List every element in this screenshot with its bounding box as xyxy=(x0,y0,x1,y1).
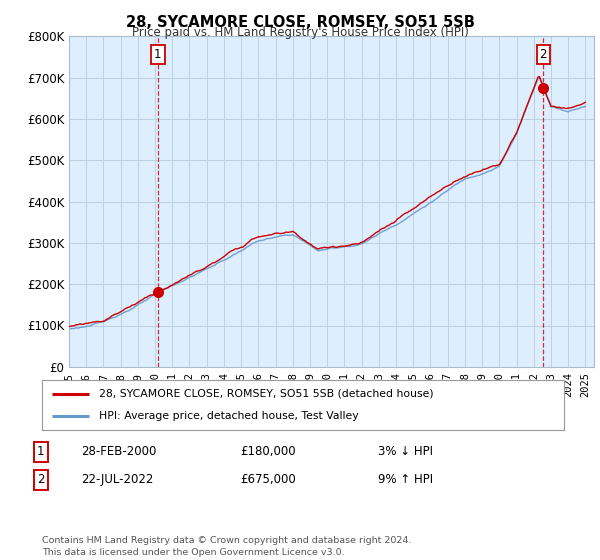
Text: 22-JUL-2022: 22-JUL-2022 xyxy=(81,473,154,487)
Text: 28, SYCAMORE CLOSE, ROMSEY, SO51 5SB (detached house): 28, SYCAMORE CLOSE, ROMSEY, SO51 5SB (de… xyxy=(100,389,434,399)
Text: 2: 2 xyxy=(539,48,547,61)
Text: 1: 1 xyxy=(37,445,44,459)
Text: 9% ↑ HPI: 9% ↑ HPI xyxy=(378,473,433,487)
Text: £180,000: £180,000 xyxy=(240,445,296,459)
Text: 28-FEB-2000: 28-FEB-2000 xyxy=(81,445,157,459)
Text: 1: 1 xyxy=(154,48,161,61)
Text: Price paid vs. HM Land Registry's House Price Index (HPI): Price paid vs. HM Land Registry's House … xyxy=(131,26,469,39)
Text: Contains HM Land Registry data © Crown copyright and database right 2024.
This d: Contains HM Land Registry data © Crown c… xyxy=(42,536,412,557)
Text: 28, SYCAMORE CLOSE, ROMSEY, SO51 5SB: 28, SYCAMORE CLOSE, ROMSEY, SO51 5SB xyxy=(125,15,475,30)
Text: £675,000: £675,000 xyxy=(240,473,296,487)
Text: HPI: Average price, detached house, Test Valley: HPI: Average price, detached house, Test… xyxy=(100,411,359,421)
Text: 3% ↓ HPI: 3% ↓ HPI xyxy=(378,445,433,459)
Text: 2: 2 xyxy=(37,473,44,487)
